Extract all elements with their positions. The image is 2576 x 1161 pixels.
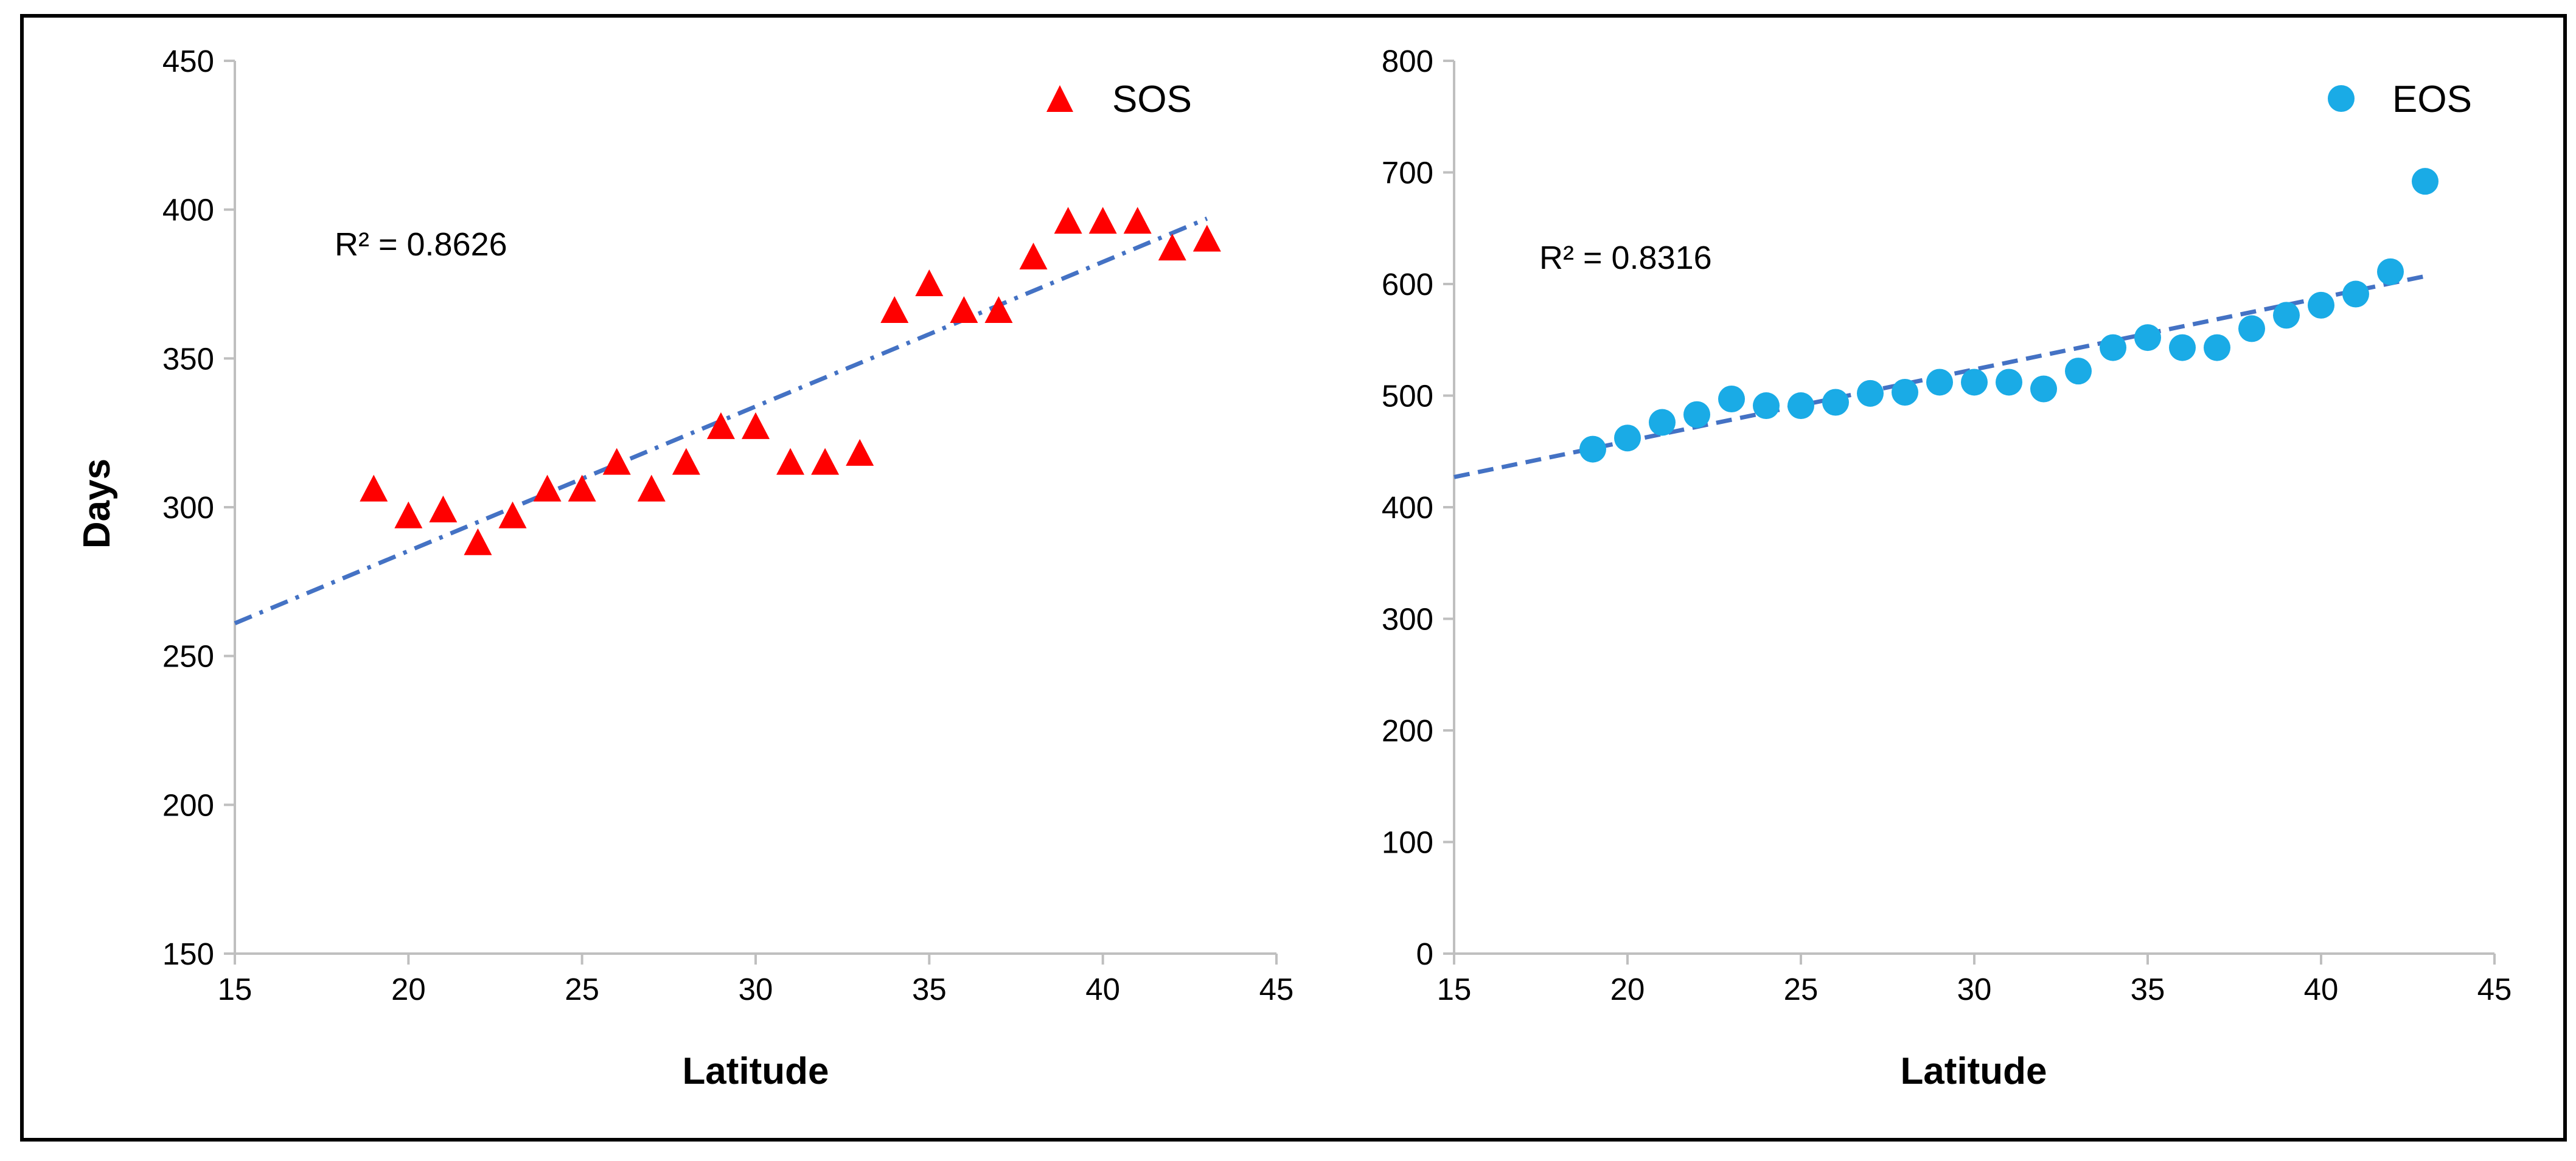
- sos-data-point: [1088, 207, 1117, 234]
- sos-x-axis-title: Latitude: [682, 1050, 829, 1092]
- eos-y-tick-label: 800: [1382, 44, 1433, 78]
- sos-x-tick-label: 40: [1085, 972, 1120, 1007]
- sos-data-point: [1054, 207, 1082, 234]
- sos-data-point: [360, 474, 388, 502]
- eos-y-tick-label: 500: [1382, 379, 1433, 414]
- sos-data-point: [394, 501, 423, 529]
- eos-data-point: [2238, 315, 2265, 342]
- sos-data-point: [429, 495, 458, 522]
- sos-data-point: [1158, 234, 1186, 261]
- eos-y-tick-label: 0: [1416, 937, 1433, 971]
- sos-data-point: [846, 438, 874, 466]
- eos-data-point: [1961, 369, 1988, 396]
- eos-x-tick-label: 40: [2304, 972, 2339, 1007]
- eos-x-tick-label: 25: [1784, 972, 1819, 1007]
- eos-data-point: [1892, 378, 1918, 406]
- eos-data-point: [2134, 324, 2161, 352]
- sos-data-point: [742, 412, 770, 439]
- sos-y-tick-label: 250: [162, 639, 214, 674]
- sos-data-point: [498, 501, 527, 529]
- eos-x-tick-label: 15: [1437, 972, 1472, 1007]
- eos-y-tick-label: 100: [1382, 825, 1433, 860]
- eos-data-point: [2030, 375, 2057, 403]
- eos-data-point: [1718, 386, 1745, 413]
- sos-data-point: [706, 412, 735, 439]
- sos-x-tick-label: 20: [391, 972, 426, 1007]
- eos-data-point: [1753, 392, 1780, 420]
- eos-data-point: [1579, 435, 1606, 463]
- eos-data-point: [2412, 168, 2438, 195]
- eos-y-tick-label: 700: [1382, 156, 1433, 190]
- sos-legend-marker: [1046, 85, 1073, 112]
- eos-x-tick-label: 30: [1957, 972, 1992, 1007]
- sos-data-point: [880, 296, 909, 324]
- eos-data-point: [1649, 409, 1676, 436]
- eos-data-point: [1683, 401, 1710, 428]
- eos-x-tick-label: 20: [1610, 972, 1645, 1007]
- sos-data-point: [776, 448, 805, 475]
- eos-x-tick-label: 35: [2131, 972, 2165, 1007]
- eos-data-point: [2308, 291, 2334, 319]
- eos-data-point: [2100, 334, 2126, 361]
- eos-x-axis-title: Latitude: [1900, 1050, 2047, 1092]
- eos-r2-annotation: R² = 0.8316: [1539, 240, 1712, 276]
- eos-data-point: [1996, 369, 2022, 396]
- sos-data-point: [915, 269, 944, 296]
- sos-y-tick-label: 350: [162, 341, 214, 376]
- sos-data-point: [811, 448, 840, 475]
- sos-y-tick-label: 200: [162, 788, 214, 822]
- sos-data-point: [568, 474, 596, 502]
- eos-data-point: [1614, 425, 1641, 452]
- eos-legend-label: EOS: [2392, 78, 2472, 120]
- eos-x-tick-label: 45: [2477, 972, 2512, 1007]
- eos-y-tick-label: 400: [1382, 490, 1433, 525]
- eos-legend-marker: [2328, 85, 2355, 112]
- sos-x-tick-label: 35: [912, 972, 947, 1007]
- eos-y-tick-label: 600: [1382, 267, 1433, 302]
- sos-data-point: [464, 528, 492, 555]
- eos-data-point: [2065, 358, 2092, 385]
- eos-data-point: [1857, 379, 1884, 407]
- sos-y-axis-title: Days: [76, 459, 118, 549]
- sos-x-tick-label: 45: [1259, 972, 1294, 1007]
- sos-y-tick-label: 400: [162, 193, 214, 227]
- eos-data-point: [1788, 392, 1814, 420]
- sos-data-point: [1123, 207, 1152, 234]
- figure-border: [20, 14, 2567, 1142]
- sos-legend: SOS: [1046, 78, 1192, 120]
- sos-data-point: [984, 296, 1013, 324]
- eos-data-point: [2273, 302, 2300, 329]
- sos-data-point: [1192, 224, 1221, 252]
- sos-data-point: [672, 448, 700, 475]
- eos-data-point: [2204, 334, 2230, 361]
- eos-legend: EOS: [2328, 78, 2472, 120]
- eos-data-point: [1926, 369, 1953, 396]
- sos-x-tick-label: 30: [739, 972, 773, 1007]
- sos-r2-annotation: R² = 0.8626: [335, 226, 507, 263]
- sos-y-tick-label: 150: [162, 937, 214, 971]
- sos-chart: 150 200 250 300 350 400 450 15 20 25 30 35 40 45 R² =…: [76, 44, 1293, 1092]
- sos-x-tick-label: 25: [565, 972, 599, 1007]
- sos-data-point: [637, 474, 666, 502]
- sos-x-tick-label: 15: [218, 972, 252, 1007]
- sos-legend-label: SOS: [1112, 78, 1192, 120]
- sos-y-tick-label: 300: [162, 490, 214, 525]
- sos-data-point: [950, 296, 978, 324]
- sos-y-tick-label: 450: [162, 44, 214, 78]
- sos-data-point: [602, 448, 631, 475]
- eos-y-tick-label: 200: [1382, 713, 1433, 748]
- eos-data-point: [2169, 334, 2196, 361]
- eos-data-point: [2377, 258, 2404, 285]
- sos-data-point: [1019, 242, 1048, 269]
- eos-y-tick-label: 300: [1382, 602, 1433, 637]
- sos-data-point: [533, 474, 562, 502]
- eos-data-point: [1822, 389, 1849, 416]
- eos-data-point: [2342, 280, 2369, 308]
